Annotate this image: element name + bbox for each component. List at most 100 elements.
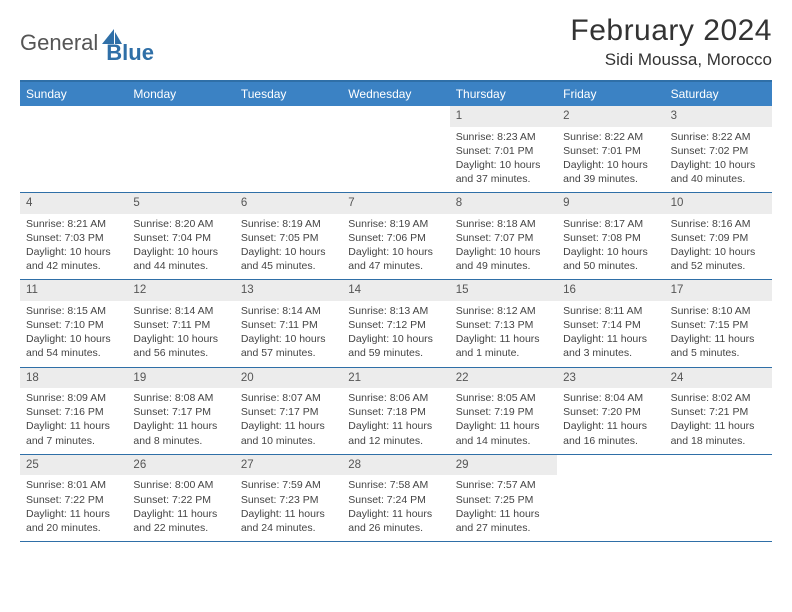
sunrise-line: Sunrise: 8:22 AM bbox=[671, 130, 766, 144]
sunrise-line: Sunrise: 8:17 AM bbox=[563, 217, 658, 231]
calendar-cell: 9Sunrise: 8:17 AMSunset: 7:08 PMDaylight… bbox=[557, 193, 664, 279]
sunrise-line: Sunrise: 8:12 AM bbox=[456, 304, 551, 318]
sunset-line: Sunset: 7:06 PM bbox=[348, 231, 443, 245]
weekday-label: Saturday bbox=[665, 82, 772, 106]
daylight-line: Daylight: 11 hours bbox=[26, 507, 121, 521]
day-number: 8 bbox=[450, 193, 557, 214]
day-number: 27 bbox=[235, 455, 342, 476]
calendar-cell: 4Sunrise: 8:21 AMSunset: 7:03 PMDaylight… bbox=[20, 193, 127, 279]
day-number: 7 bbox=[342, 193, 449, 214]
daylight-line: and 16 minutes. bbox=[563, 434, 658, 448]
calendar-cell: . bbox=[557, 455, 664, 541]
calendar-cell: 8Sunrise: 8:18 AMSunset: 7:07 PMDaylight… bbox=[450, 193, 557, 279]
daylight-line: and 52 minutes. bbox=[671, 259, 766, 273]
daylight-line: and 5 minutes. bbox=[671, 346, 766, 360]
calendar-cell: 27Sunrise: 7:59 AMSunset: 7:23 PMDayligh… bbox=[235, 455, 342, 541]
daylight-line: Daylight: 11 hours bbox=[456, 332, 551, 346]
sunrise-line: Sunrise: 8:05 AM bbox=[456, 391, 551, 405]
day-number: 1 bbox=[450, 106, 557, 127]
daylight-line: and 37 minutes. bbox=[456, 172, 551, 186]
daylight-line: Daylight: 11 hours bbox=[348, 419, 443, 433]
daylight-line: and 12 minutes. bbox=[348, 434, 443, 448]
calendar-cell: 25Sunrise: 8:01 AMSunset: 7:22 PMDayligh… bbox=[20, 455, 127, 541]
daylight-line: and 8 minutes. bbox=[133, 434, 228, 448]
calendar-cell: . bbox=[235, 106, 342, 192]
title-block: February 2024 Sidi Moussa, Morocco bbox=[570, 14, 772, 70]
sunset-line: Sunset: 7:21 PM bbox=[671, 405, 766, 419]
daylight-line: Daylight: 10 hours bbox=[671, 158, 766, 172]
calendar-cell: 26Sunrise: 8:00 AMSunset: 7:22 PMDayligh… bbox=[127, 455, 234, 541]
daylight-line: and 59 minutes. bbox=[348, 346, 443, 360]
daylight-line: and 18 minutes. bbox=[671, 434, 766, 448]
calendar-cell: 12Sunrise: 8:14 AMSunset: 7:11 PMDayligh… bbox=[127, 280, 234, 366]
daylight-line: and 22 minutes. bbox=[133, 521, 228, 535]
daylight-line: and 10 minutes. bbox=[241, 434, 336, 448]
day-number: 6 bbox=[235, 193, 342, 214]
weekday-label: Friday bbox=[557, 82, 664, 106]
day-number: 16 bbox=[557, 280, 664, 301]
daylight-line: and 39 minutes. bbox=[563, 172, 658, 186]
daylight-line: and 7 minutes. bbox=[26, 434, 121, 448]
sunrise-line: Sunrise: 7:58 AM bbox=[348, 478, 443, 492]
sunrise-line: Sunrise: 8:07 AM bbox=[241, 391, 336, 405]
sunrise-line: Sunrise: 8:10 AM bbox=[671, 304, 766, 318]
daylight-line: Daylight: 11 hours bbox=[456, 507, 551, 521]
daylight-line: Daylight: 10 hours bbox=[133, 332, 228, 346]
brand-general: General bbox=[20, 30, 98, 56]
sunrise-line: Sunrise: 8:11 AM bbox=[563, 304, 658, 318]
calendar-cell: 1Sunrise: 8:23 AMSunset: 7:01 PMDaylight… bbox=[450, 106, 557, 192]
month-title: February 2024 bbox=[570, 14, 772, 48]
sunset-line: Sunset: 7:03 PM bbox=[26, 231, 121, 245]
weekday-label: Wednesday bbox=[342, 82, 449, 106]
day-number: 20 bbox=[235, 368, 342, 389]
daylight-line: Daylight: 10 hours bbox=[241, 332, 336, 346]
daylight-line: Daylight: 10 hours bbox=[26, 245, 121, 259]
daylight-line: and 42 minutes. bbox=[26, 259, 121, 273]
daylight-line: and 44 minutes. bbox=[133, 259, 228, 273]
sunset-line: Sunset: 7:10 PM bbox=[26, 318, 121, 332]
sunset-line: Sunset: 7:22 PM bbox=[26, 493, 121, 507]
sunrise-line: Sunrise: 8:04 AM bbox=[563, 391, 658, 405]
calendar-cell: 6Sunrise: 8:19 AMSunset: 7:05 PMDaylight… bbox=[235, 193, 342, 279]
daylight-line: Daylight: 11 hours bbox=[26, 419, 121, 433]
day-number: 21 bbox=[342, 368, 449, 389]
day-number: 2 bbox=[557, 106, 664, 127]
daylight-line: Daylight: 11 hours bbox=[671, 419, 766, 433]
calendar-cell: 19Sunrise: 8:08 AMSunset: 7:17 PMDayligh… bbox=[127, 368, 234, 454]
sunrise-line: Sunrise: 8:14 AM bbox=[133, 304, 228, 318]
sunrise-line: Sunrise: 8:18 AM bbox=[456, 217, 551, 231]
daylight-line: and 49 minutes. bbox=[456, 259, 551, 273]
brand-blue: Blue bbox=[106, 40, 154, 66]
day-number: 26 bbox=[127, 455, 234, 476]
daylight-line: Daylight: 11 hours bbox=[241, 507, 336, 521]
sunset-line: Sunset: 7:15 PM bbox=[671, 318, 766, 332]
daylight-line: Daylight: 11 hours bbox=[671, 332, 766, 346]
calendar-cell: 5Sunrise: 8:20 AMSunset: 7:04 PMDaylight… bbox=[127, 193, 234, 279]
daylight-line: Daylight: 11 hours bbox=[241, 419, 336, 433]
day-number: 28 bbox=[342, 455, 449, 476]
day-number: 14 bbox=[342, 280, 449, 301]
daylight-line: Daylight: 10 hours bbox=[26, 332, 121, 346]
sunrise-line: Sunrise: 7:57 AM bbox=[456, 478, 551, 492]
daylight-line: Daylight: 10 hours bbox=[348, 245, 443, 259]
weekday-row: SundayMondayTuesdayWednesdayThursdayFrid… bbox=[20, 82, 772, 106]
sunrise-line: Sunrise: 8:14 AM bbox=[241, 304, 336, 318]
sunset-line: Sunset: 7:18 PM bbox=[348, 405, 443, 419]
sunset-line: Sunset: 7:22 PM bbox=[133, 493, 228, 507]
calendar-cell: 3Sunrise: 8:22 AMSunset: 7:02 PMDaylight… bbox=[665, 106, 772, 192]
sunrise-line: Sunrise: 8:08 AM bbox=[133, 391, 228, 405]
sunrise-line: Sunrise: 8:13 AM bbox=[348, 304, 443, 318]
sunrise-line: Sunrise: 7:59 AM bbox=[241, 478, 336, 492]
day-number: 10 bbox=[665, 193, 772, 214]
day-number: 29 bbox=[450, 455, 557, 476]
location: Sidi Moussa, Morocco bbox=[570, 50, 772, 70]
sunset-line: Sunset: 7:20 PM bbox=[563, 405, 658, 419]
sunset-line: Sunset: 7:13 PM bbox=[456, 318, 551, 332]
daylight-line: and 47 minutes. bbox=[348, 259, 443, 273]
sunrise-line: Sunrise: 8:19 AM bbox=[348, 217, 443, 231]
sunrise-line: Sunrise: 8:09 AM bbox=[26, 391, 121, 405]
calendar-cell: . bbox=[342, 106, 449, 192]
sunset-line: Sunset: 7:24 PM bbox=[348, 493, 443, 507]
calendar-cell: 21Sunrise: 8:06 AMSunset: 7:18 PMDayligh… bbox=[342, 368, 449, 454]
sunset-line: Sunset: 7:05 PM bbox=[241, 231, 336, 245]
